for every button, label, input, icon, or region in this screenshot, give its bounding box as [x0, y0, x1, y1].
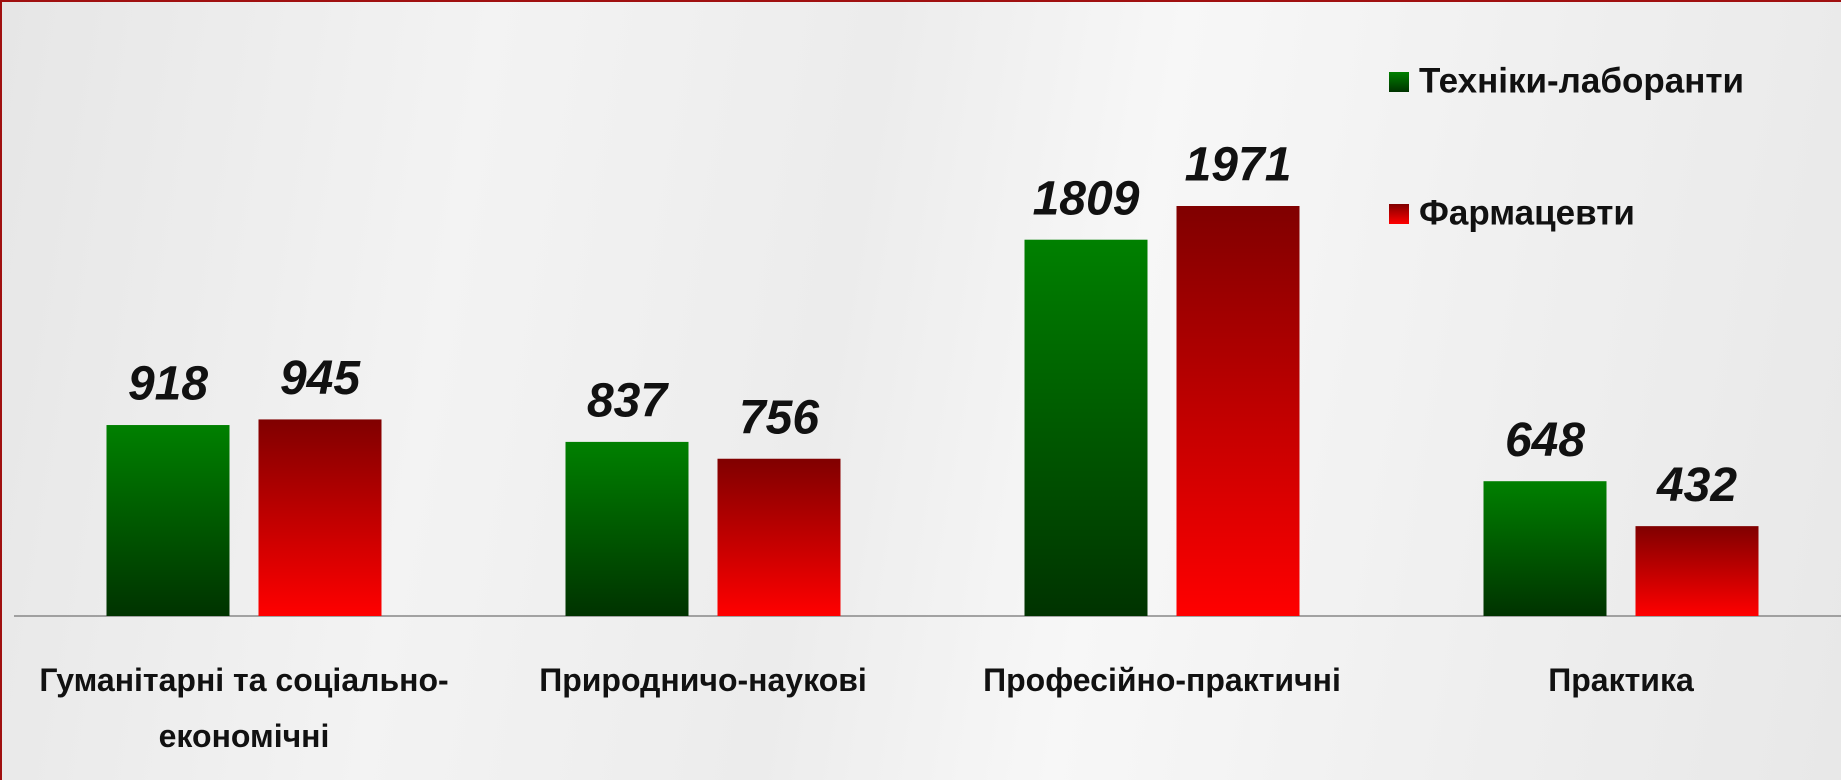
bar — [1635, 526, 1759, 616]
bar — [1483, 481, 1607, 616]
value-label: 1971 — [1185, 139, 1292, 192]
value-label: 756 — [739, 391, 819, 444]
value-label: 945 — [280, 352, 361, 405]
bar — [717, 458, 841, 616]
bar — [1176, 206, 1300, 616]
bar — [106, 425, 230, 616]
legend-label: Фармацевти — [1419, 193, 1635, 232]
bar — [1024, 239, 1148, 617]
bar — [258, 419, 382, 616]
bar — [565, 441, 689, 616]
x-tick-label: Практика — [1548, 662, 1694, 698]
x-tick-label: Природничо-наукові — [539, 662, 867, 698]
value-label: 1809 — [1033, 172, 1140, 225]
value-label: 432 — [1656, 459, 1737, 512]
legend-swatch — [1389, 204, 1409, 224]
value-label: 837 — [587, 375, 669, 428]
x-tick-label: Гуманітарні та соціально-економічні — [39, 662, 449, 754]
legend-label: Техніки-лаборанти — [1419, 61, 1744, 100]
x-tick-label: Професійно-практичні — [983, 662, 1341, 698]
legend-swatch — [1389, 72, 1409, 92]
value-label: 918 — [128, 358, 208, 411]
value-label: 648 — [1505, 414, 1585, 467]
